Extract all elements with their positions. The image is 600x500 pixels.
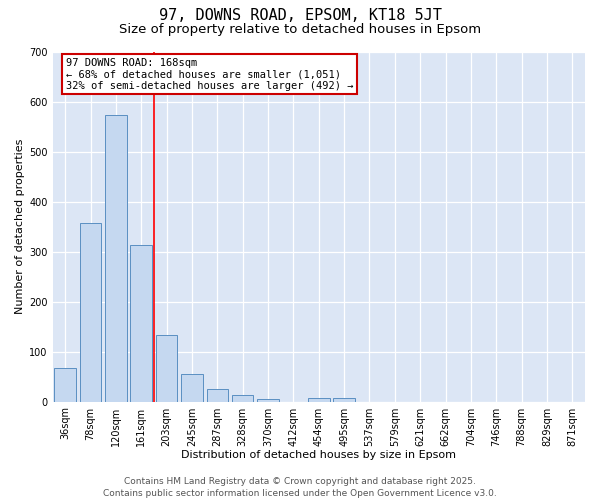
Text: 97 DOWNS ROAD: 168sqm
← 68% of detached houses are smaller (1,051)
32% of semi-d: 97 DOWNS ROAD: 168sqm ← 68% of detached …: [66, 58, 353, 90]
Bar: [105, 115, 127, 402]
Text: 97, DOWNS ROAD, EPSOM, KT18 5JT: 97, DOWNS ROAD, EPSOM, KT18 5JT: [158, 8, 442, 22]
Bar: [181, 374, 203, 402]
Bar: [156, 335, 178, 402]
Bar: [55, 368, 76, 402]
Text: Contains HM Land Registry data © Crown copyright and database right 2025.
Contai: Contains HM Land Registry data © Crown c…: [103, 476, 497, 498]
Bar: [308, 398, 329, 402]
Y-axis label: Number of detached properties: Number of detached properties: [15, 139, 25, 314]
Bar: [334, 398, 355, 402]
Bar: [232, 394, 253, 402]
X-axis label: Distribution of detached houses by size in Epsom: Distribution of detached houses by size …: [181, 450, 456, 460]
Bar: [130, 244, 152, 402]
Text: Size of property relative to detached houses in Epsom: Size of property relative to detached ho…: [119, 22, 481, 36]
Bar: [257, 398, 279, 402]
Bar: [206, 388, 228, 402]
Bar: [80, 222, 101, 402]
